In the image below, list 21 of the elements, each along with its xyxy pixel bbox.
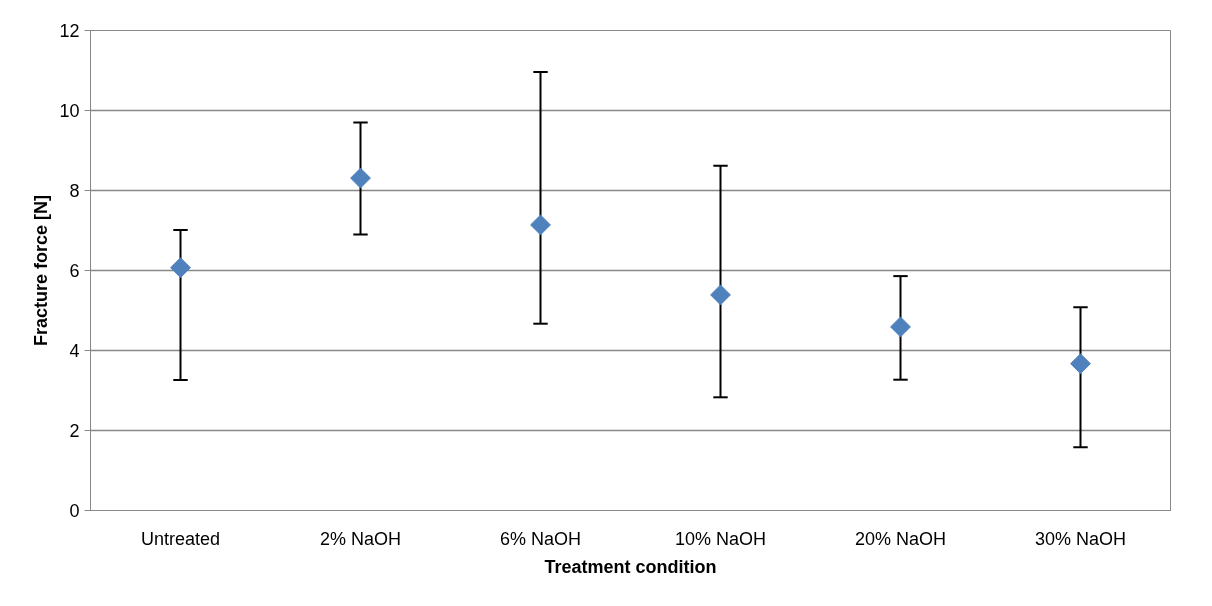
y-tick-label: 2 bbox=[69, 421, 80, 441]
y-tick-label: 6 bbox=[69, 261, 80, 281]
x-tick-label: 10% NaOH bbox=[674, 528, 767, 549]
point bbox=[1070, 353, 1091, 375]
point bbox=[890, 316, 911, 338]
point bbox=[530, 214, 551, 236]
x-tick-label: 20% NaOH bbox=[854, 528, 947, 549]
y-tick-label: 8 bbox=[69, 181, 80, 201]
y-tick-label: 10 bbox=[59, 101, 80, 121]
y-axis-title: Fracture force [N] bbox=[31, 194, 52, 347]
y-tick-label: 4 bbox=[69, 341, 80, 361]
x-tick-label: Untreated bbox=[140, 528, 221, 549]
point bbox=[710, 284, 731, 306]
y-tick-label: 12 bbox=[59, 21, 80, 41]
point bbox=[350, 167, 371, 189]
x-tick-label: 6% NaOH bbox=[499, 528, 582, 549]
x-tick-label: 30% NaOH bbox=[1034, 528, 1127, 549]
point bbox=[170, 257, 191, 279]
x-tick-label: 2% NaOH bbox=[319, 528, 402, 549]
y-tick-label: 0 bbox=[69, 501, 80, 521]
x-axis-title: Treatment condition bbox=[544, 556, 717, 577]
